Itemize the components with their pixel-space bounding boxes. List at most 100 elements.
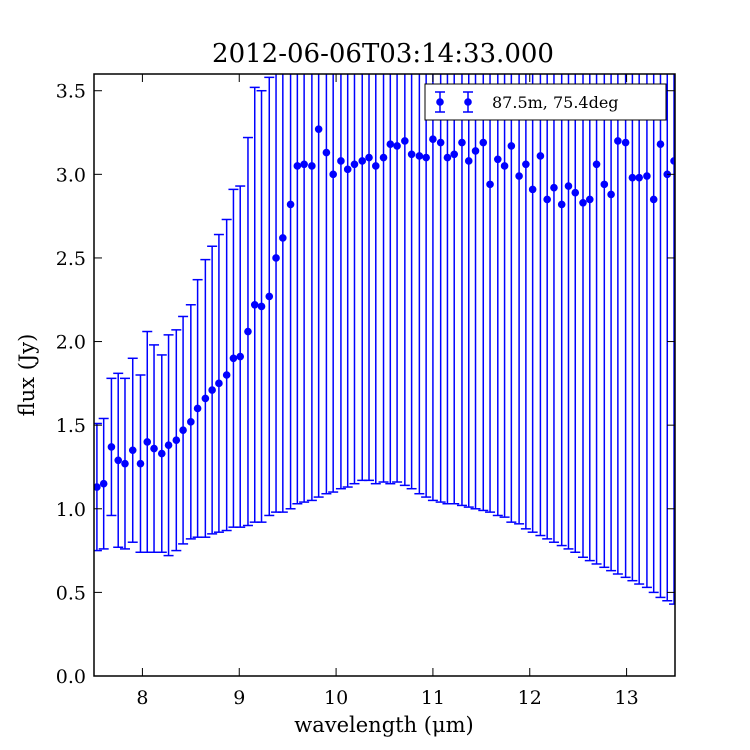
data-point [371,162,380,170]
data-point [293,162,302,170]
plot-frame [93,73,676,677]
legend: 87.5m, 75.4deg [424,83,667,121]
data-point [543,195,551,204]
data-point [322,148,331,157]
error-bar [357,74,368,482]
data-point [656,140,665,149]
error-bar [349,74,360,485]
data-point [236,352,245,361]
error-bar [442,74,453,505]
data-point [121,459,129,468]
data-point [257,302,266,311]
data-point [579,198,587,207]
data-point [136,459,145,468]
data-point [279,234,287,242]
error-bar [392,74,403,483]
error-bar [285,74,296,510]
data-point [564,182,573,190]
data-point [507,142,516,150]
x-tick-label: 12 [518,687,542,709]
error-bar [456,74,467,507]
data-point [571,188,580,197]
data-point [286,200,295,209]
data-point [94,483,101,491]
error-bar [292,74,303,505]
error-bar [570,74,581,554]
data-point [208,386,216,394]
data-point [201,394,210,403]
error-bar [399,74,410,487]
error-bar [542,74,553,540]
data-point [386,140,395,149]
data-point [458,138,466,147]
y-tick-label: 1.5 [56,415,86,437]
error-bar [535,74,546,537]
data-point [464,157,473,165]
error-bar [364,74,375,482]
error-bar [370,74,381,485]
data-point [450,150,459,159]
data-point [643,172,651,180]
data-point [486,180,494,189]
data-point [628,173,637,182]
error-bar [485,74,496,513]
data-point [393,142,401,150]
y-axis-label: flux (Jy) [15,334,39,417]
error-bar [478,74,489,512]
data-point [422,153,430,162]
data-points [94,125,675,491]
data-point [592,160,601,169]
data-point [107,443,116,451]
error-bar [499,74,510,518]
error-bar [470,74,481,510]
data-point [585,195,594,204]
data-point [358,157,367,165]
data-point [471,147,480,155]
x-tick-label: 9 [233,687,245,709]
y-tick-label: 3.0 [56,164,86,186]
data-point [670,157,675,165]
data-point [343,165,352,174]
y-tick-label: 0.5 [56,582,86,604]
x-tick-label: 10 [324,687,348,709]
x-tick-label: 8 [136,687,148,709]
error-bar [342,74,353,488]
data-point [179,426,187,434]
y-axis-ticks: 0.0 0.5 1.0 1.5 2.0 2.5 3.0 3.5 [56,81,675,688]
y-tick-label: 2.0 [56,332,86,354]
data-point [500,162,509,170]
data-point [172,436,181,445]
chart-title: 2012-06-06T03:14:33.000 [212,39,554,69]
error-bar [514,74,525,525]
data-point [164,441,173,450]
data-point [150,444,158,453]
y-tick-label: 3.5 [56,81,86,103]
x-tick-label: 11 [421,687,445,709]
y-tick-label: 1.0 [56,499,86,521]
data-point [635,173,643,182]
data-point [407,150,416,159]
error-bar [435,74,446,503]
x-axis-label: wavelength (μm) [294,713,473,737]
data-point [265,292,274,301]
data-point [621,138,630,147]
data-point [193,404,202,413]
data-point [250,300,259,309]
data-point [607,190,615,199]
data-point [493,155,502,164]
error-bar [548,74,559,543]
data-point [337,157,345,165]
data-point [222,371,231,379]
data-point [522,160,530,169]
data-point [515,172,523,180]
data-point [436,138,445,147]
data-point [429,135,437,144]
error-bar [527,74,538,533]
legend-label: 87.5m, 75.4deg [492,93,619,112]
data-point [244,327,252,336]
error-bar [563,74,574,550]
data-point [649,195,658,204]
error-bar [506,74,517,523]
data-point [350,160,359,169]
